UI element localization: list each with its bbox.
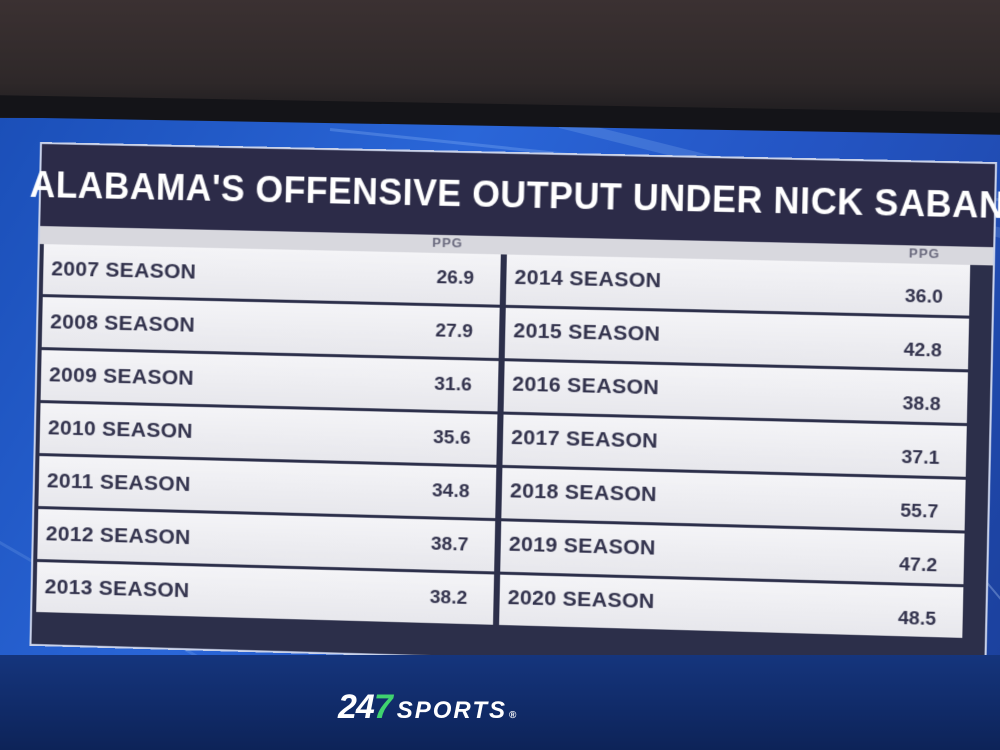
season-row: 2020 SEASON 48.5: [499, 574, 964, 638]
season-row: 2007 SEASON 26.9: [42, 244, 501, 305]
season-label: 2015 SEASON: [513, 319, 661, 346]
ppg-value: 26.9: [436, 267, 475, 290]
season-row: 2014 SEASON 36.0: [505, 254, 971, 316]
ppg-value: 55.7: [900, 500, 939, 523]
logo-seven: 7: [373, 688, 393, 726]
logo-wordmark: SPORTS: [396, 697, 507, 724]
season-row: 2013 SEASON 38.2: [36, 562, 495, 625]
season-label: 2007 SEASON: [51, 257, 197, 284]
ppg-value: 35.6: [432, 426, 471, 449]
season-label: 2010 SEASON: [47, 416, 194, 443]
ppg-header-left: PPG: [432, 234, 464, 251]
season-label: 2017 SEASON: [510, 425, 659, 453]
ppg-value: 38.2: [429, 586, 468, 609]
ppg-value: 42.8: [903, 339, 942, 362]
season-label: 2016 SEASON: [512, 372, 660, 400]
season-row: 2018 SEASON 55.7: [501, 467, 966, 531]
season-label: 2018 SEASON: [509, 479, 658, 507]
season-label: 2014 SEASON: [514, 265, 662, 293]
footer-band: [0, 655, 1000, 750]
stats-panel: ALABAMA'S OFFENSIVE OUTPUT UNDER NICK SA…: [29, 142, 1000, 674]
season-row: 2011 SEASON 34.8: [38, 456, 497, 519]
season-label: 2013 SEASON: [44, 575, 190, 603]
season-row: 2008 SEASON 27.9: [41, 297, 500, 359]
season-row: 2012 SEASON 38.7: [37, 509, 496, 572]
graphic-title: ALABAMA'S OFFENSIVE OUTPUT UNDER NICK SA…: [29, 163, 1000, 227]
ppg-value: 36.0: [904, 285, 944, 308]
ppg-value: 38.7: [430, 533, 469, 556]
season-label: 2020 SEASON: [507, 585, 655, 614]
left-column: 2007 SEASON 26.9 2008 SEASON 27.9 2009 S…: [36, 244, 501, 628]
season-label: 2012 SEASON: [45, 522, 191, 550]
season-row: 2009 SEASON 31.6: [40, 350, 499, 412]
ppg-value: 34.8: [431, 480, 470, 503]
season-row: 2016 SEASON 38.8: [503, 361, 968, 424]
ppg-value: 38.8: [902, 393, 941, 416]
logo-number: 24: [338, 688, 375, 726]
247sports-logo: 24 7 SPORTS ®: [338, 688, 516, 727]
season-row: 2010 SEASON 35.6: [39, 403, 498, 465]
registered-mark: ®: [509, 710, 517, 721]
ppg-value: 47.2: [898, 554, 938, 577]
ppg-value: 48.5: [897, 607, 937, 631]
ppg-value: 37.1: [901, 446, 940, 469]
ppg-header-right: PPG: [908, 245, 941, 262]
season-label: 2011 SEASON: [46, 469, 191, 497]
ppg-value: 27.9: [435, 320, 474, 343]
season-label: 2009 SEASON: [48, 363, 195, 390]
right-column: 2014 SEASON 36.0 2015 SEASON 42.8 2016 S…: [499, 254, 971, 641]
season-label: 2008 SEASON: [49, 310, 196, 337]
ppg-value: 31.6: [434, 373, 472, 396]
season-row: 2017 SEASON 37.1: [502, 414, 967, 477]
season-row: 2019 SEASON 47.2: [500, 521, 965, 585]
season-row: 2015 SEASON 42.8: [504, 307, 970, 370]
season-label: 2019 SEASON: [508, 532, 656, 560]
